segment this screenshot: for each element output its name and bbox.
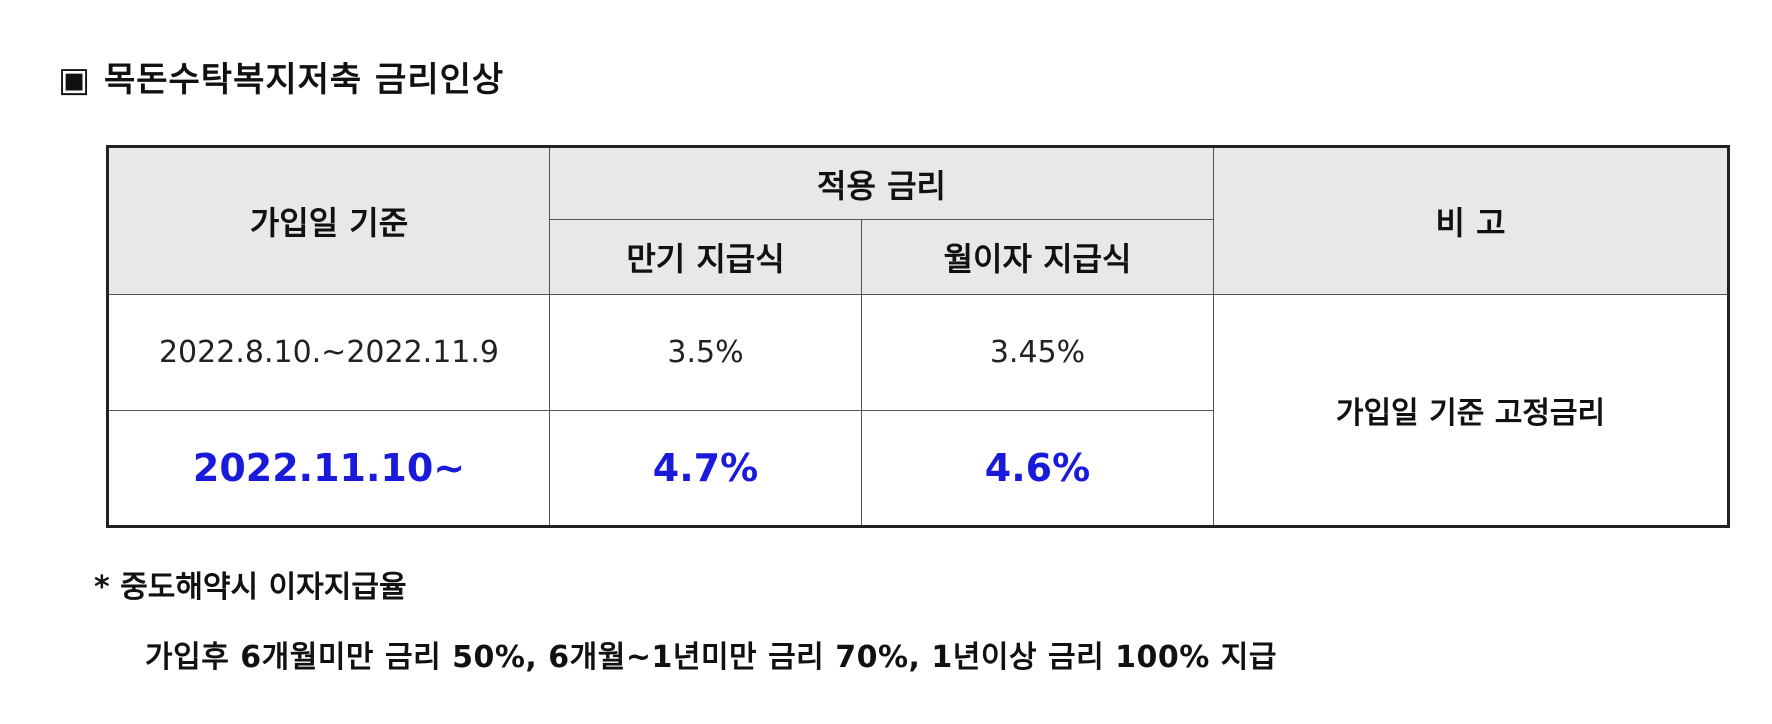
cell: 3.45% bbox=[861, 294, 1214, 411]
header-row: 가입일 기준 적용 금리 비 고 bbox=[107, 146, 1729, 295]
cell: 2022.11.10~ bbox=[107, 410, 550, 527]
header-cell: 가입일 기준 bbox=[107, 146, 550, 295]
cell: 4.7% bbox=[549, 410, 862, 527]
cell: 2022.8.10.~2022.11.9 bbox=[107, 294, 550, 411]
footnote-heading: * 중도해약시 이자지급율 bbox=[94, 570, 407, 605]
cell: 3.5% bbox=[549, 294, 862, 411]
title: ▣ 목돈수탁복지저축 금리인상 bbox=[58, 60, 505, 100]
header-cell: 월이자 지급식 bbox=[861, 219, 1214, 295]
cell: 4.6% bbox=[861, 410, 1214, 527]
table-row: 2022.8.10.~2022.11.9 3.5% 3.45% 가입일 기준 고… bbox=[107, 294, 1729, 527]
footnote-text: 가입후 6개월미만 금리 50%, 6개월~1년미만 금리 70%, 1년이상 … bbox=[145, 640, 1277, 675]
remark-cell: 가입일 기준 고정금리 bbox=[1213, 294, 1729, 527]
table-row: 2022.11.10~ 4.7% 4.6% bbox=[107, 410, 1729, 527]
header-cell: 비 고 bbox=[1213, 146, 1729, 295]
header-cell: 만기 지급식 bbox=[549, 219, 862, 295]
header-cell: 적용 금리 bbox=[549, 146, 1214, 220]
header-row: 만기 지급식 월이자 지급식 bbox=[108, 219, 1729, 295]
rate-table: 가입일 기준 적용 금리 비 고 만기 지급식 월이자 지급식 2022.8.1… bbox=[106, 145, 1730, 528]
